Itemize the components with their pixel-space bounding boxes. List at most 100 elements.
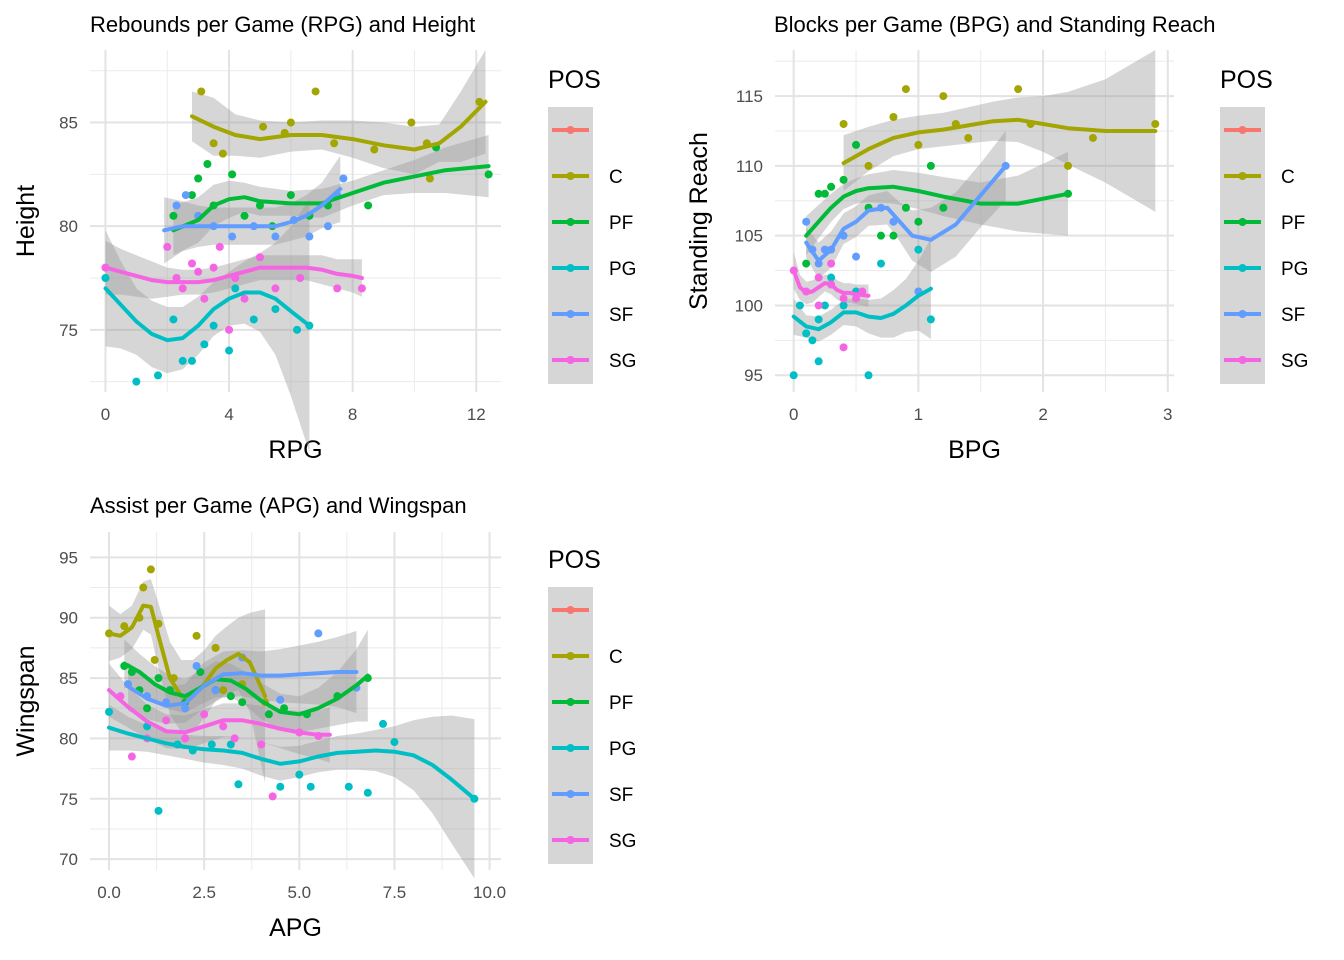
data-point-sf (802, 217, 811, 226)
smooth-line-pg (791, 286, 933, 332)
legend-label: SG (609, 351, 636, 372)
data-point-pf (154, 674, 163, 683)
y-tick-label: 95 (59, 548, 78, 567)
data-point-pg (225, 346, 234, 355)
smooth-line-pf (171, 164, 491, 233)
data-point-sg (357, 284, 366, 293)
data-point-c (218, 149, 227, 158)
data-point-pg (207, 740, 216, 749)
legend-title: POS (548, 546, 601, 574)
legend-key-point (566, 172, 575, 180)
data-point-pf (914, 217, 923, 226)
data-point-sg (163, 242, 172, 251)
data-point-pg (178, 356, 187, 365)
data-point-sg (257, 740, 266, 749)
legend-key-point (566, 310, 575, 318)
data-point-pg (808, 336, 817, 345)
chart-title: Rebounds per Game (RPG) and Height (90, 12, 475, 37)
data-point-pf (839, 175, 848, 184)
legend: POS C PF PG SF SG (548, 66, 636, 384)
legend-label: PG (1281, 259, 1308, 280)
data-point-sg (200, 710, 209, 719)
data-point-c (139, 583, 148, 592)
legend-label: SF (1281, 305, 1305, 326)
data-point-pg (876, 259, 885, 268)
data-point-c (914, 140, 923, 149)
data-point-c (964, 133, 973, 142)
data-point-pg (200, 340, 209, 349)
confidence-band-sf (806, 131, 1006, 279)
data-point-pg (914, 245, 923, 254)
data-point-sf (314, 629, 323, 638)
data-point-sf (276, 695, 285, 704)
x-tick-label: 0 (789, 405, 798, 424)
data-point-c (839, 119, 848, 128)
legend-key-point (566, 264, 575, 272)
legend-key-point (1238, 126, 1247, 134)
legend-key-point (1238, 264, 1247, 272)
data-point-c (1064, 161, 1073, 170)
x-tick-label: 4 (224, 405, 233, 424)
data-point-c (259, 122, 268, 131)
data-point-pf (484, 170, 493, 179)
confidence-band-c (843, 50, 1156, 212)
data-point-c (219, 686, 228, 695)
x-tick-label: 2 (1038, 405, 1047, 424)
legend-label: C (609, 647, 623, 668)
legend-key-point (566, 218, 575, 226)
data-point-pg (249, 315, 258, 324)
confidence-band-sg (109, 663, 330, 763)
data-point-pf (814, 189, 823, 198)
data-point-pf (187, 191, 196, 200)
data-point-pg (344, 782, 353, 791)
data-point-sg (209, 263, 218, 272)
data-point-pf (143, 704, 152, 713)
data-point-c (864, 161, 873, 170)
data-point-pg (390, 738, 399, 747)
data-point-pf (852, 140, 861, 149)
data-point-sg (827, 259, 836, 268)
data-point-pf (240, 211, 249, 220)
data-point-pg (154, 806, 163, 815)
data-point-pg (379, 719, 388, 728)
data-point-sf (339, 174, 348, 183)
data-point-c (150, 655, 159, 664)
data-point-sg (194, 267, 203, 276)
y-tick-label: 70 (59, 850, 78, 869)
data-point-sg (839, 294, 848, 303)
data-point-sg (255, 253, 264, 262)
x-tick-label: 1 (914, 405, 923, 424)
confidence-band-sf (164, 155, 341, 264)
x-tick-label: 5.0 (287, 883, 311, 902)
data-point-sg (200, 294, 209, 303)
chart-panel-1: Rebounds per Game (RPG) and Height 0 4 8 12 7… (12, 12, 636, 464)
smooth-line-sg (107, 688, 332, 737)
data-point-pf (364, 201, 373, 210)
data-point-pg (153, 371, 162, 380)
y-axis-label: Wingspan (12, 645, 40, 756)
legend-label: C (609, 167, 623, 188)
smooth-line-sf (162, 186, 343, 233)
legend-label: SG (1281, 351, 1308, 372)
smooth-line-sf (804, 163, 1008, 263)
legend-key-point (566, 126, 575, 134)
data-point-sf (211, 686, 220, 695)
data-point-pf (876, 231, 885, 240)
data-point-c (425, 174, 434, 183)
legend-label: C (1281, 167, 1295, 188)
y-tick-label: 80 (59, 217, 78, 236)
data-point-pg (306, 782, 315, 791)
data-point-pg (864, 371, 873, 380)
smooth-line-sg (791, 268, 871, 298)
data-point-pg (789, 371, 798, 380)
data-point-sg (814, 301, 823, 310)
data-point-c (1151, 119, 1160, 128)
y-tick-label: 115 (736, 87, 763, 106)
data-point-pg (814, 357, 823, 366)
legend-key-point (566, 836, 575, 844)
confidence-band-pg (105, 199, 310, 453)
data-point-sg (162, 716, 171, 725)
chart-title: Assist per Game (APG) and Wingspan (90, 493, 467, 518)
data-point-sg (839, 343, 848, 352)
